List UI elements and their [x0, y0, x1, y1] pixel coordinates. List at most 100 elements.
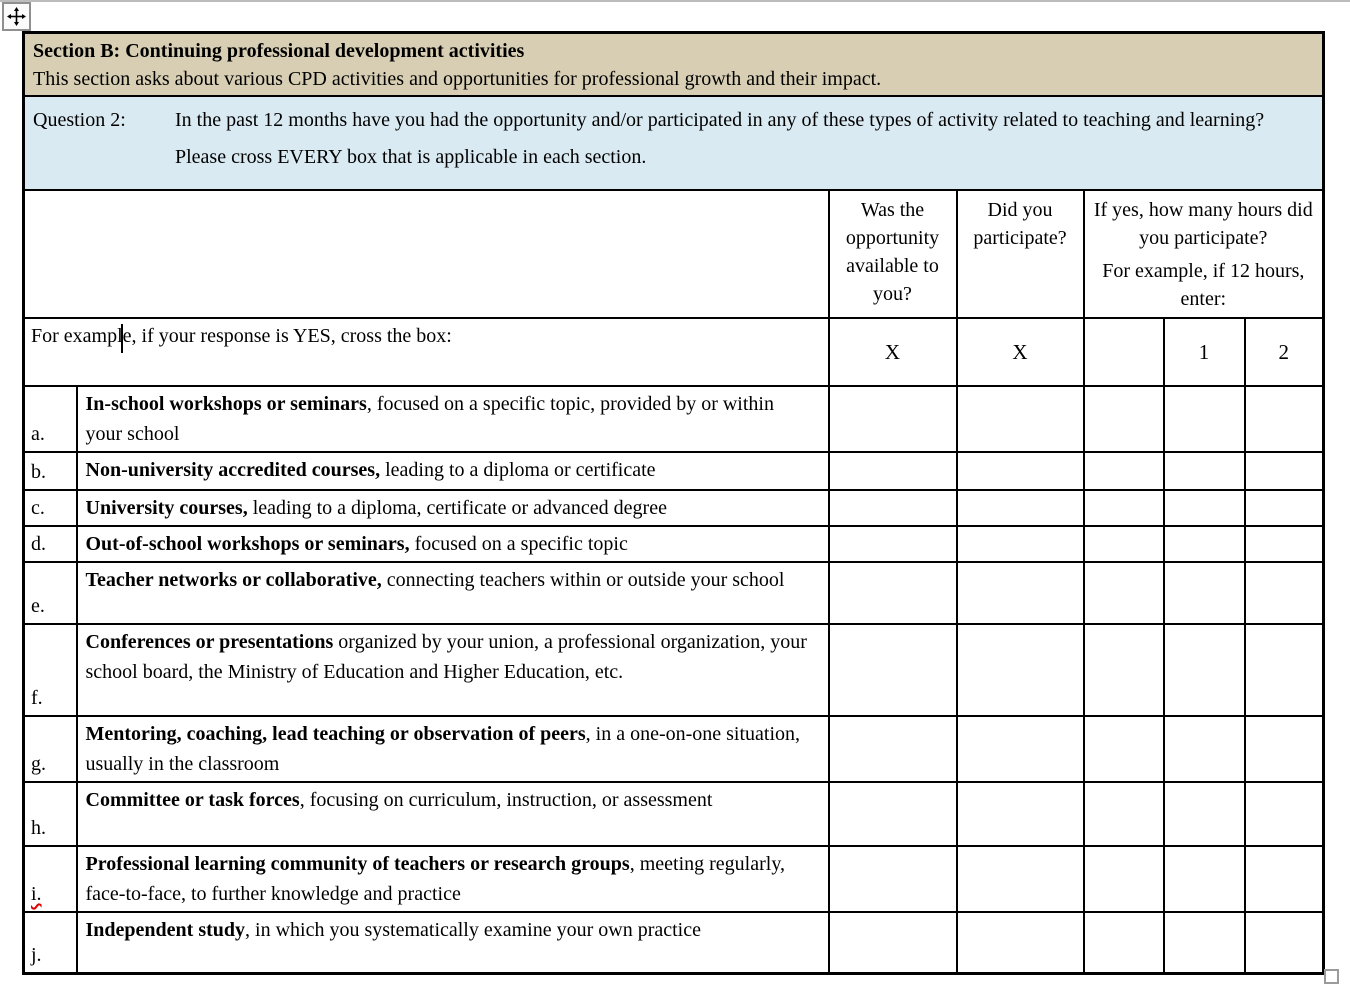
row-letter: g. [22, 715, 78, 783]
hours-digit2-b[interactable] [1162, 451, 1246, 491]
row-letter-spellchecked: i. [22, 845, 78, 913]
header-spacer-cell [22, 189, 830, 319]
hours-digit2-c[interactable] [1162, 489, 1246, 527]
table-move-handle[interactable] [2, 2, 31, 31]
participate-checkbox-d[interactable] [955, 525, 1085, 563]
hours-digit3-f[interactable] [1243, 623, 1325, 717]
activity-description: Non-university accredited courses, leadi… [75, 451, 830, 491]
section-subtitle: This section asks about various CPD acti… [33, 68, 882, 90]
example-hours-cell-3: 2 [1243, 317, 1325, 387]
participate-checkbox-h[interactable] [955, 781, 1085, 847]
question-instruction: Please cross EVERY box that is applicabl… [175, 146, 647, 168]
hours-digit2-i[interactable] [1162, 845, 1246, 913]
opportunity-checkbox-g[interactable] [827, 715, 958, 783]
opportunity-checkbox-d[interactable] [827, 525, 958, 563]
row-letter: f. [22, 623, 78, 717]
hours-digit3-j[interactable] [1243, 911, 1325, 974]
hours-digit1-h[interactable] [1082, 781, 1165, 847]
question-number: Question 2: [33, 109, 126, 131]
opportunity-checkbox-j[interactable] [827, 911, 958, 974]
activity-description: Committee or task forces, focusing on cu… [75, 781, 830, 847]
section-title: Section B: Continuing professional devel… [33, 40, 525, 62]
example-opportunity-mark: X [827, 317, 958, 387]
activity-description: Conferences or presentations organized b… [75, 623, 830, 717]
hours-digit3-a[interactable] [1243, 385, 1325, 453]
text-cursor-caret [121, 324, 123, 353]
hours-digit3-g[interactable] [1243, 715, 1325, 783]
table-resize-handle[interactable] [1324, 969, 1339, 984]
hours-digit1-f[interactable] [1082, 623, 1165, 717]
hours-digit2-h[interactable] [1162, 781, 1246, 847]
participate-checkbox-a[interactable] [955, 385, 1085, 453]
hours-digit1-j[interactable] [1082, 911, 1165, 974]
example-hours-cell-1 [1082, 317, 1165, 387]
hours-digit1-a[interactable] [1082, 385, 1165, 453]
move-cross-icon [7, 7, 26, 26]
hours-digit3-d[interactable] [1243, 525, 1325, 563]
hours-digit2-a[interactable] [1162, 385, 1246, 453]
hours-digit3-e[interactable] [1243, 561, 1325, 625]
example-row-label: For example, if your response is YES, cr… [31, 325, 452, 347]
hours-digit1-b[interactable] [1082, 451, 1165, 491]
column-header-hours: If yes, how many hours did you participa… [1082, 189, 1325, 319]
opportunity-checkbox-e[interactable] [827, 561, 958, 625]
hours-digit3-b[interactable] [1243, 451, 1325, 491]
activity-row-e: e. Teacher networks or collaborative, co… [22, 561, 1325, 625]
hours-digit1-d[interactable] [1082, 525, 1165, 563]
activity-description: University courses, leading to a diploma… [75, 489, 830, 527]
hours-digit3-h[interactable] [1243, 781, 1325, 847]
opportunity-checkbox-h[interactable] [827, 781, 958, 847]
column-header-opportunity: Was the opportunity available to you? [827, 189, 958, 319]
hours-digit1-e[interactable] [1082, 561, 1165, 625]
activity-row-a: a. In-school workshops or seminars, focu… [22, 385, 1325, 453]
question-cell: Question 2: In the past 12 months have y… [22, 95, 1325, 191]
example-participate-mark: X [955, 317, 1085, 387]
activity-row-b: b. Non-university accredited courses, le… [22, 451, 1325, 491]
activity-row-j: j. Independent study, in which you syste… [22, 911, 1325, 974]
activity-description: Independent study, in which you systemat… [75, 911, 830, 974]
activity-row-h: h. Committee or task forces, focusing on… [22, 781, 1325, 847]
activity-description: In-school workshops or seminars, focused… [75, 385, 830, 453]
activity-row-i: i. Professional learning community of te… [22, 845, 1325, 913]
row-letter: c. [22, 489, 78, 527]
activity-row-d: d. Out-of-school workshops or seminars, … [22, 525, 1325, 563]
row-letter: a. [22, 385, 78, 453]
participate-checkbox-i[interactable] [955, 845, 1085, 913]
activity-row-c: c. University courses, leading to a dipl… [22, 489, 1325, 527]
hours-digit1-g[interactable] [1082, 715, 1165, 783]
participate-checkbox-b[interactable] [955, 451, 1085, 491]
section-header-cell: Section B: Continuing professional devel… [22, 31, 1325, 97]
participate-checkbox-j[interactable] [955, 911, 1085, 974]
row-letter: h. [22, 781, 78, 847]
hours-digit3-i[interactable] [1243, 845, 1325, 913]
activity-row-g: g. Mentoring, coaching, lead teaching or… [22, 715, 1325, 783]
activity-description: Mentoring, coaching, lead teaching or ob… [75, 715, 830, 783]
participate-checkbox-f[interactable] [955, 623, 1085, 717]
participate-checkbox-g[interactable] [955, 715, 1085, 783]
opportunity-checkbox-a[interactable] [827, 385, 958, 453]
hours-digit2-g[interactable] [1162, 715, 1246, 783]
example-row-label-cell: For example, if your response is YES, cr… [22, 317, 830, 387]
hours-digit2-e[interactable] [1162, 561, 1246, 625]
hours-digit1-i[interactable] [1082, 845, 1165, 913]
hours-digit1-c[interactable] [1082, 489, 1165, 527]
hours-digit3-c[interactable] [1243, 489, 1325, 527]
opportunity-checkbox-f[interactable] [827, 623, 958, 717]
participate-checkbox-e[interactable] [955, 561, 1085, 625]
hours-header-question: If yes, how many hours did you participa… [1093, 199, 1313, 249]
window-top-edge [0, 0, 1350, 2]
activity-description: Professional learning community of teach… [75, 845, 830, 913]
hours-header-example: For example, if 12 hours, enter: [1102, 260, 1305, 310]
row-letter: j. [22, 911, 78, 974]
opportunity-checkbox-c[interactable] [827, 489, 958, 527]
opportunity-checkbox-b[interactable] [827, 451, 958, 491]
activity-row-f: f. Conferences or presentations organize… [22, 623, 1325, 717]
row-letter: b. [22, 451, 78, 491]
hours-digit2-d[interactable] [1162, 525, 1246, 563]
opportunity-checkbox-i[interactable] [827, 845, 958, 913]
row-letter: d. [22, 525, 78, 563]
hours-digit2-f[interactable] [1162, 623, 1246, 717]
participate-checkbox-c[interactable] [955, 489, 1085, 527]
hours-digit2-j[interactable] [1162, 911, 1246, 974]
